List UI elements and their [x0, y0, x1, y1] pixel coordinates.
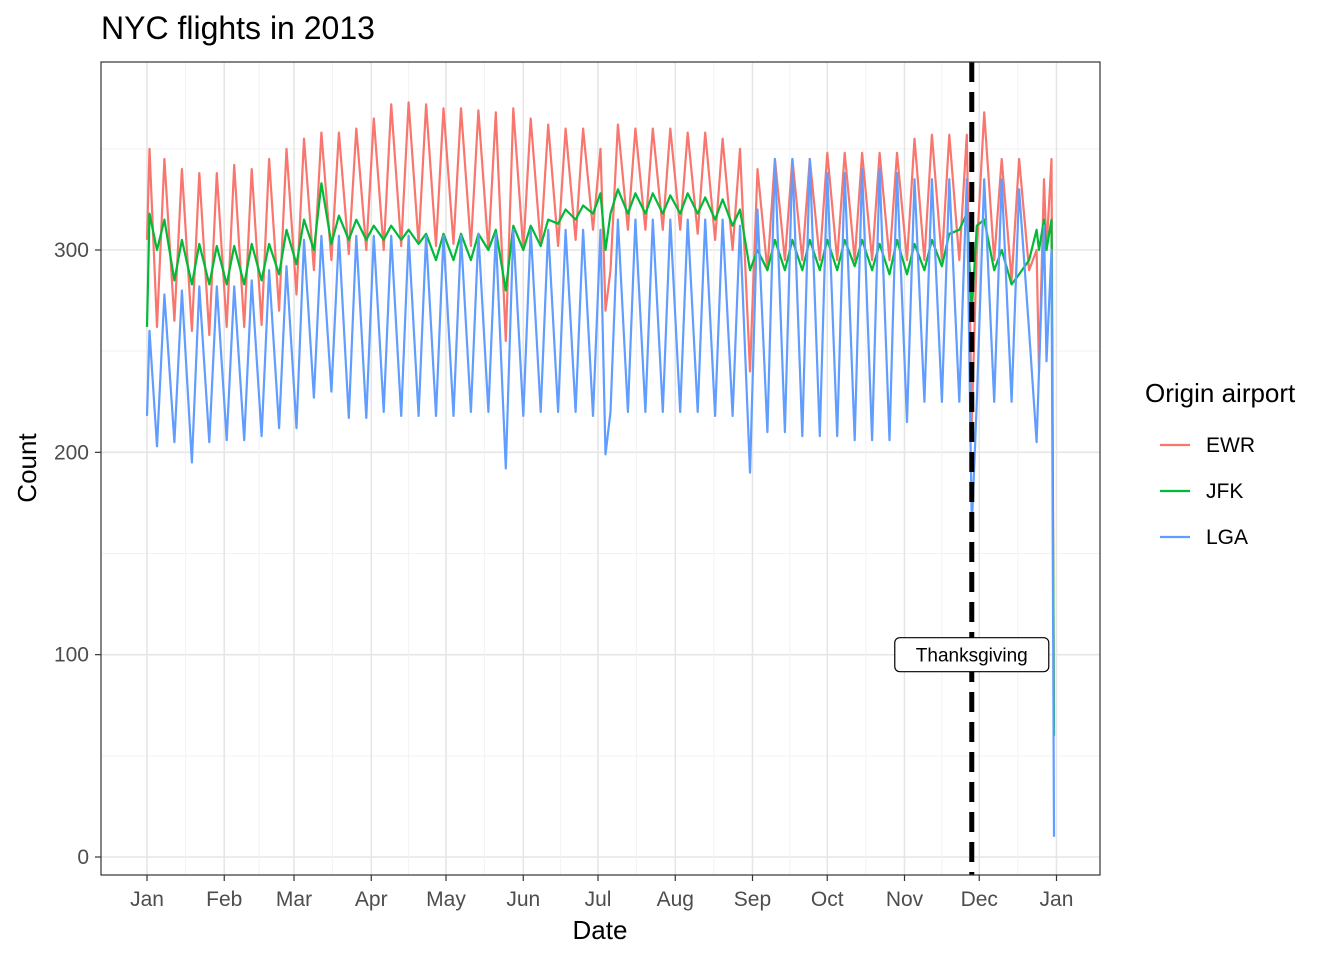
y-tick-label: 0	[77, 846, 89, 869]
y-tick-label: 300	[54, 239, 89, 262]
y-axis: 0 100 200 300	[54, 239, 101, 869]
x-tick-label: Feb	[206, 888, 242, 911]
x-tick-label: May	[426, 888, 466, 911]
x-tick-label: Oct	[811, 888, 844, 911]
annotation-box	[894, 637, 1050, 673]
chart-title: NYC flights in 2013	[101, 10, 375, 46]
x-tick-label: Jan	[130, 888, 164, 911]
x-tick-label: Dec	[961, 888, 998, 911]
legend: Origin airport EWR JFK LGA	[1145, 378, 1296, 549]
x-tick-label: Jun	[506, 888, 540, 911]
series-line-ewr	[145, 101, 1056, 736]
legend-label-ewr: EWR	[1206, 434, 1255, 457]
panel-border	[100, 61, 1101, 876]
x-axis-title: Date	[573, 915, 628, 945]
legend-label-lga: LGA	[1206, 526, 1248, 549]
x-axis: Jan Feb Mar Apr May Jun Jul Aug Sep Oct Nov Dec Jan	[130, 875, 1073, 911]
grid	[101, 62, 1100, 875]
y-axis-title: Count	[12, 433, 42, 503]
y-tick-label: 200	[54, 441, 89, 464]
annotation-layer: Thanksgiving	[894, 62, 1050, 875]
x-tick-label: Apr	[355, 888, 388, 911]
legend-label-jfk: JFK	[1206, 480, 1243, 503]
x-tick-label: Aug	[657, 888, 694, 911]
annotation-label: Thanksgiving	[916, 646, 1028, 667]
x-tick-label: Nov	[886, 888, 924, 911]
x-tick-label: Sep	[734, 888, 771, 911]
x-tick-label: Mar	[276, 888, 312, 911]
legend-title: Origin airport	[1145, 378, 1296, 408]
x-tick-label: Jan	[1040, 888, 1074, 911]
x-tick-label: Jul	[585, 888, 612, 911]
series-layer	[145, 101, 1056, 837]
y-tick-label: 100	[54, 644, 89, 667]
series-line-lga	[145, 157, 1056, 837]
